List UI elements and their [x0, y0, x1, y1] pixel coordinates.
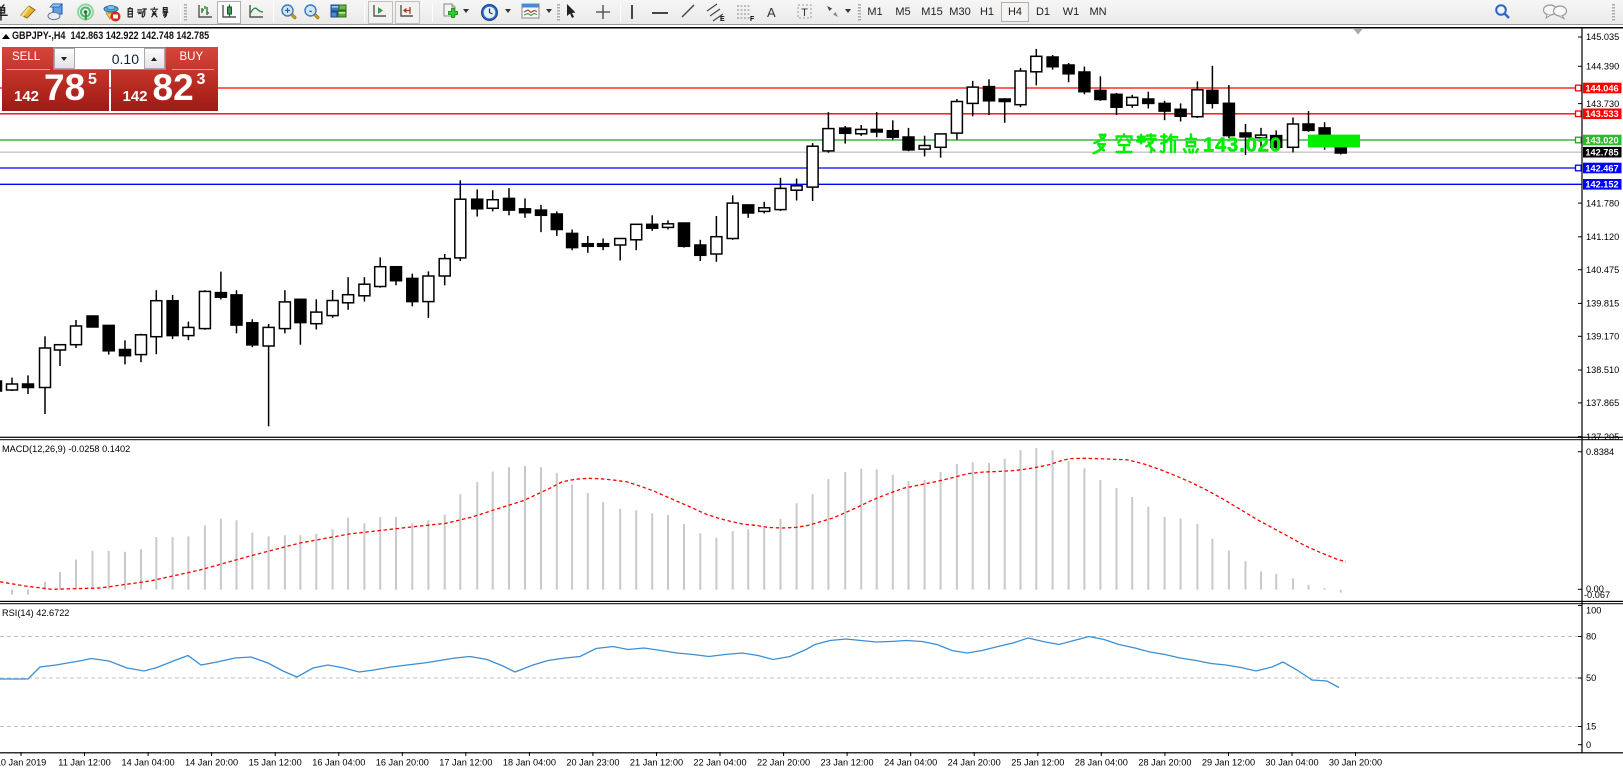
svg-text:RSI(14) 42.6722: RSI(14) 42.6722	[2, 608, 69, 618]
svg-text:18 Jan 04:00: 18 Jan 04:00	[503, 758, 556, 768]
svg-text:+: +	[285, 6, 291, 17]
svg-text:11 Jan 12:00: 11 Jan 12:00	[58, 758, 110, 768]
svg-text:28 Jan 04:00: 28 Jan 04:00	[1075, 758, 1128, 768]
svg-text:50: 50	[1586, 673, 1596, 683]
svg-text:16 Jan 04:00: 16 Jan 04:00	[312, 758, 365, 768]
svg-text:143.533: 143.533	[1585, 109, 1618, 119]
svg-text:21 Jan 12:00: 21 Jan 12:00	[630, 758, 683, 768]
svg-text:14 Jan 04:00: 14 Jan 04:00	[122, 758, 175, 768]
svg-text:22 Jan 04:00: 22 Jan 04:00	[693, 758, 746, 768]
svg-text:141.120: 141.120	[1586, 232, 1619, 242]
svg-text:20 Jan 23:00: 20 Jan 23:00	[566, 758, 619, 768]
svg-text:23 Jan 12:00: 23 Jan 12:00	[821, 758, 874, 768]
svg-text:141.780: 141.780	[1586, 198, 1619, 208]
svg-text:142.785: 142.785	[1585, 148, 1618, 158]
svg-text:0.8384: 0.8384	[1586, 447, 1614, 457]
svg-text:143.730: 143.730	[1586, 99, 1619, 109]
svg-text:137.865: 137.865	[1586, 398, 1619, 408]
svg-text:30 Jan 04:00: 30 Jan 04:00	[1265, 758, 1318, 768]
svg-text:142.467: 142.467	[1585, 163, 1618, 173]
svg-text:24 Jan 20:00: 24 Jan 20:00	[948, 758, 1001, 768]
svg-text:MACD(12,26,9) -0.0258 0.1402: MACD(12,26,9) -0.0258 0.1402	[2, 444, 130, 454]
svg-text:143.020: 143.020	[1585, 135, 1618, 145]
svg-text:10 Jan 2019: 10 Jan 2019	[0, 758, 46, 768]
svg-text:16 Jan 20:00: 16 Jan 20:00	[376, 758, 429, 768]
svg-text:-: -	[309, 6, 312, 17]
svg-text:139.170: 139.170	[1586, 332, 1619, 342]
svg-text:138.510: 138.510	[1586, 365, 1619, 375]
svg-text:T: T	[801, 7, 808, 19]
svg-text:142.152: 142.152	[1585, 180, 1618, 190]
svg-text:E: E	[720, 16, 725, 22]
svg-text:30 Jan 20:00: 30 Jan 20:00	[1329, 758, 1382, 768]
svg-text:25 Jan 12:00: 25 Jan 12:00	[1011, 758, 1064, 768]
svg-text:-0.067: -0.067	[1584, 590, 1610, 600]
svg-text:100: 100	[1586, 606, 1601, 616]
svg-text:28 Jan 20:00: 28 Jan 20:00	[1138, 758, 1191, 768]
svg-text:15: 15	[1586, 722, 1596, 732]
svg-text:140.475: 140.475	[1586, 265, 1619, 275]
svg-text:0: 0	[1586, 740, 1591, 750]
svg-text:144.046: 144.046	[1585, 83, 1618, 93]
svg-text:139.815: 139.815	[1586, 299, 1619, 309]
svg-text:143.020: 143.020	[1203, 135, 1281, 157]
svg-text:29 Jan 12:00: 29 Jan 12:00	[1202, 758, 1255, 768]
svg-text:144.390: 144.390	[1586, 62, 1619, 72]
svg-text:24 Jan 04:00: 24 Jan 04:00	[884, 758, 937, 768]
svg-text:14 Jan 20:00: 14 Jan 20:00	[185, 758, 238, 768]
svg-text:137.205: 137.205	[1586, 432, 1619, 442]
svg-text:17 Jan 12:00: 17 Jan 12:00	[439, 758, 492, 768]
svg-text:80: 80	[1586, 632, 1596, 642]
svg-text:22 Jan 20:00: 22 Jan 20:00	[757, 758, 810, 768]
svg-text:0.00: 0.00	[1586, 584, 1604, 594]
svg-text:145.035: 145.035	[1586, 32, 1619, 42]
svg-text:15 Jan 12:00: 15 Jan 12:00	[249, 758, 302, 768]
svg-text:F: F	[750, 16, 755, 22]
